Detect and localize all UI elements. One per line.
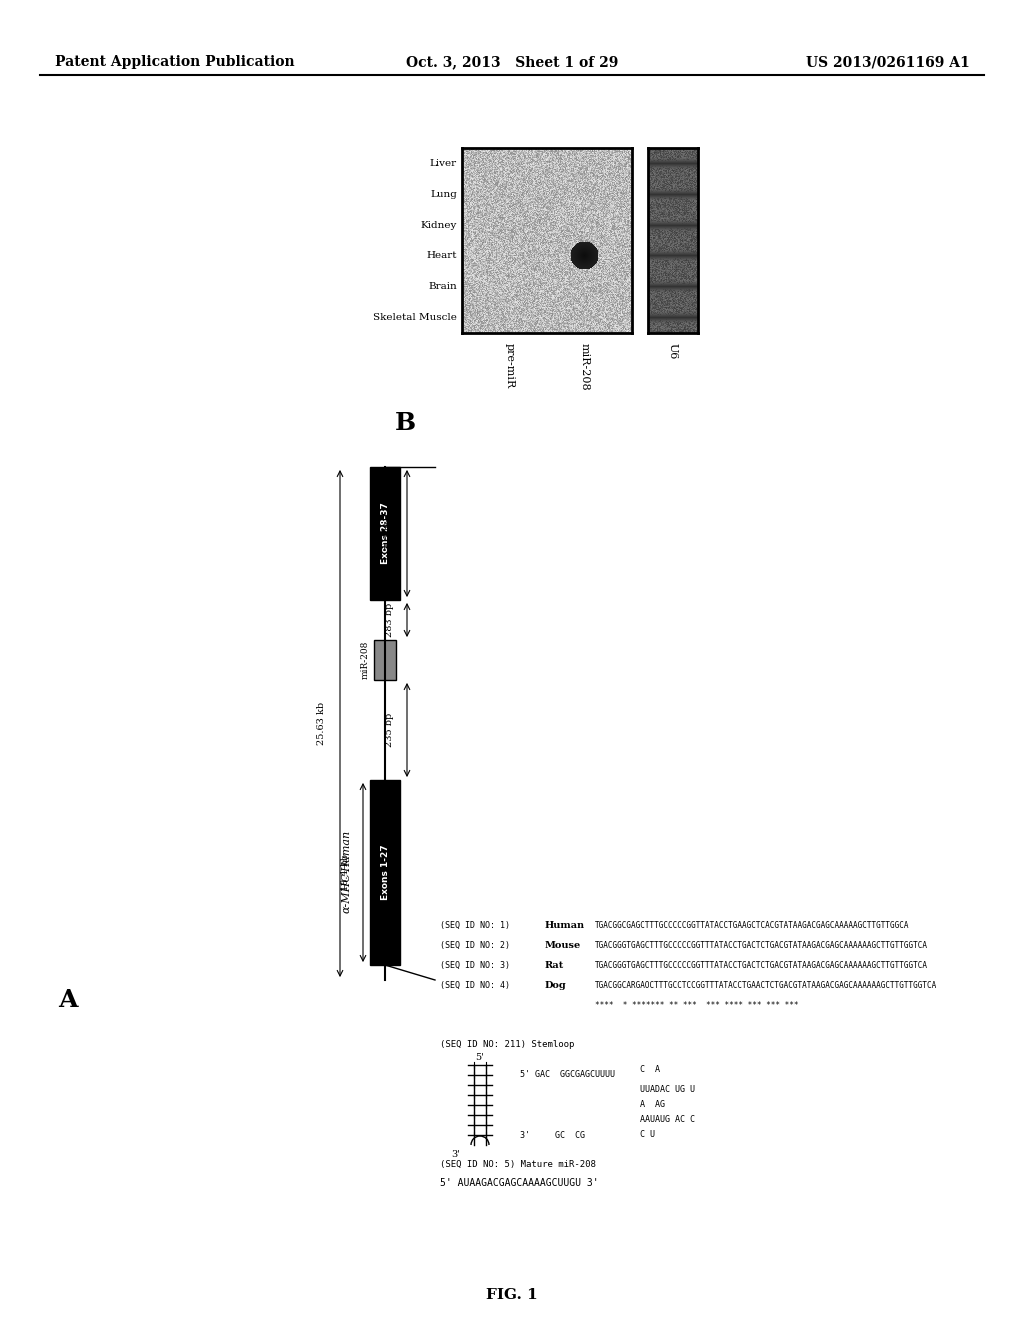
Text: Dog: Dog [545, 981, 566, 990]
Text: TGACGGCGAGCTTTGCCCCCGGTTATACCTGAAGCTCACGTATAAGACGAGCAAAAAGCTTGTTGGCA: TGACGGCGAGCTTTGCCCCCGGTTATACCTGAAGCTCACG… [595, 920, 909, 929]
Text: 3': 3' [451, 1150, 460, 1159]
Text: (SEQ ID NO: 2): (SEQ ID NO: 2) [440, 940, 510, 949]
Text: 3'     GC  CG: 3' GC CG [520, 1131, 585, 1140]
Text: Skeletal Muscle: Skeletal Muscle [373, 313, 457, 322]
Text: ****  * ******* ** ***  *** **** *** *** ***: **** * ******* ** *** *** **** *** *** *… [595, 1001, 799, 1010]
Text: Exons 28-37: Exons 28-37 [381, 503, 389, 565]
Text: 5' GAC  GGCGAGCUUUU: 5' GAC GGCGAGCUUUU [520, 1071, 615, 1078]
Text: Lung: Lung [430, 190, 457, 199]
Text: TGACGGCARGAOCTTTGCCTCCGGTTTATACCTGAACTCTGACGTATAAGACGAGCAAAAAAGCTTGTTGGTCA: TGACGGCARGAOCTTTGCCTCCGGTTTATACCTGAACTCT… [595, 981, 937, 990]
Bar [370, 467, 400, 601]
Text: Human: Human [545, 920, 585, 929]
Text: 235 bp: 235 bp [384, 713, 393, 747]
Text: U6: U6 [668, 343, 678, 359]
Text: Exons 1-27: Exons 1-27 [381, 845, 389, 900]
Text: Liver: Liver [430, 158, 457, 168]
Text: (SEQ ID NO: 5) Mature miR-208: (SEQ ID NO: 5) Mature miR-208 [440, 1160, 596, 1170]
Text: Oct. 3, 2013   Sheet 1 of 29: Oct. 3, 2013 Sheet 1 of 29 [406, 55, 618, 69]
Text: Heart: Heart [427, 251, 457, 260]
Text: (SEQ ID NO: 1): (SEQ ID NO: 1) [440, 920, 510, 929]
Text: 283 bp: 283 bp [384, 603, 393, 638]
Text: miR-208: miR-208 [580, 343, 590, 391]
Text: Mouse: Mouse [545, 940, 582, 949]
Text: AAUAUG AC C: AAUAUG AC C [640, 1115, 695, 1125]
Text: Rat: Rat [545, 961, 564, 969]
Text: TGACGGGTGAGCTTTGCCCCCGGTTTATACCTGACTCTGACGTATAAGACGAGCAAAAAAGCTTGTTGGTCA: TGACGGGTGAGCTTTGCCCCCGGTTTATACCTGACTCTGA… [595, 961, 928, 969]
Text: A  AG: A AG [640, 1100, 665, 1109]
Text: 5' AUAAGACGAGCAAAAGCUUGU 3': 5' AUAAGACGAGCAAAAGCUUGU 3' [440, 1177, 599, 1188]
Text: α-MHC: α-MHC [342, 873, 352, 913]
Text: (SEQ ID NO: 3): (SEQ ID NO: 3) [440, 961, 510, 969]
Text: Patent Application Publication: Patent Application Publication [55, 55, 295, 69]
Text: B: B [395, 411, 416, 436]
Text: 5': 5' [475, 1053, 484, 1063]
Text: Kidney: Kidney [421, 220, 457, 230]
Text: US 2013/0261169 A1: US 2013/0261169 A1 [806, 55, 970, 69]
Text: 25.63 kb: 25.63 kb [317, 702, 327, 744]
Text: TGACGGGTGAGCTTTGCCCCCGGTTTATACCTGACTCTGACGTATAAGACGAGCAAAAAAGCTTGTTGGTCA: TGACGGGTGAGCTTTGCCCCCGGTTTATACCTGACTCTGA… [595, 940, 928, 949]
Text: C  A: C A [640, 1065, 660, 1074]
Text: (SEQ ID NO: 4): (SEQ ID NO: 4) [440, 981, 510, 990]
Text: 18.4 kb: 18.4 kb [341, 854, 349, 891]
Text: FIG. 1: FIG. 1 [486, 1288, 538, 1302]
Text: UUADAC UG U: UUADAC UG U [640, 1085, 695, 1094]
Text: C U: C U [640, 1130, 655, 1139]
Text: A: A [58, 987, 78, 1012]
Bar [370, 780, 400, 965]
Text: 7.2 kb: 7.2 kb [384, 517, 393, 549]
Text: Brain: Brain [428, 282, 457, 292]
Text: miR-208: miR-208 [361, 640, 370, 680]
Text: (SEQ ID NO: 211) Stemloop: (SEQ ID NO: 211) Stemloop [440, 1040, 574, 1049]
Text: Human: Human [342, 832, 352, 873]
Text: pre-miR: pre-miR [505, 343, 515, 388]
Bar [374, 640, 396, 680]
